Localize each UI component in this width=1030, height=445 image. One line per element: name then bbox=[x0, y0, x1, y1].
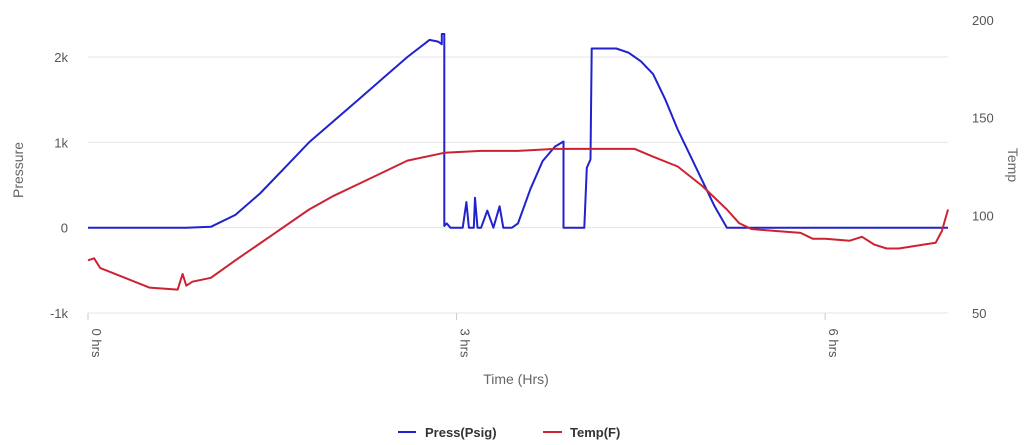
right-axis-ticks: 200 150 100 50 bbox=[972, 13, 994, 321]
left-tick-label: 1k bbox=[54, 135, 68, 150]
x-tick-label: 6 hrs bbox=[826, 329, 841, 358]
left-tick-label: 0 bbox=[61, 221, 68, 236]
right-tick-label: 50 bbox=[972, 306, 986, 321]
legend-item-press[interactable]: Press(Psig) bbox=[398, 425, 497, 440]
left-tick-label: -1k bbox=[50, 306, 69, 321]
right-tick-label: 100 bbox=[972, 208, 994, 223]
series-line-press[interactable] bbox=[88, 33, 948, 229]
left-axis-ticks: 2k 1k 0 -1k bbox=[50, 50, 69, 321]
x-tick-label: 3 hrs bbox=[458, 329, 473, 358]
x-tick-label: 0 hrs bbox=[89, 329, 104, 358]
x-axis-title: Time (Hrs) bbox=[483, 371, 549, 387]
x-axis-ticks: 0 hrs 3 hrs 6 hrs bbox=[87, 313, 841, 358]
series-lines bbox=[87, 33, 949, 291]
right-tick-label: 200 bbox=[972, 13, 994, 28]
right-axis-title: Temp bbox=[1005, 148, 1021, 182]
left-tick-label: 2k bbox=[54, 50, 68, 65]
legend: Press(Psig) Temp(F) bbox=[398, 425, 620, 440]
legend-label-temp: Temp(F) bbox=[570, 425, 620, 440]
left-axis-title: Pressure bbox=[10, 142, 26, 198]
right-tick-label: 150 bbox=[972, 111, 994, 126]
legend-item-temp[interactable]: Temp(F) bbox=[543, 425, 620, 440]
legend-label-press: Press(Psig) bbox=[425, 425, 497, 440]
grid-lines bbox=[88, 56, 948, 314]
series-line-temp[interactable] bbox=[87, 147, 949, 291]
